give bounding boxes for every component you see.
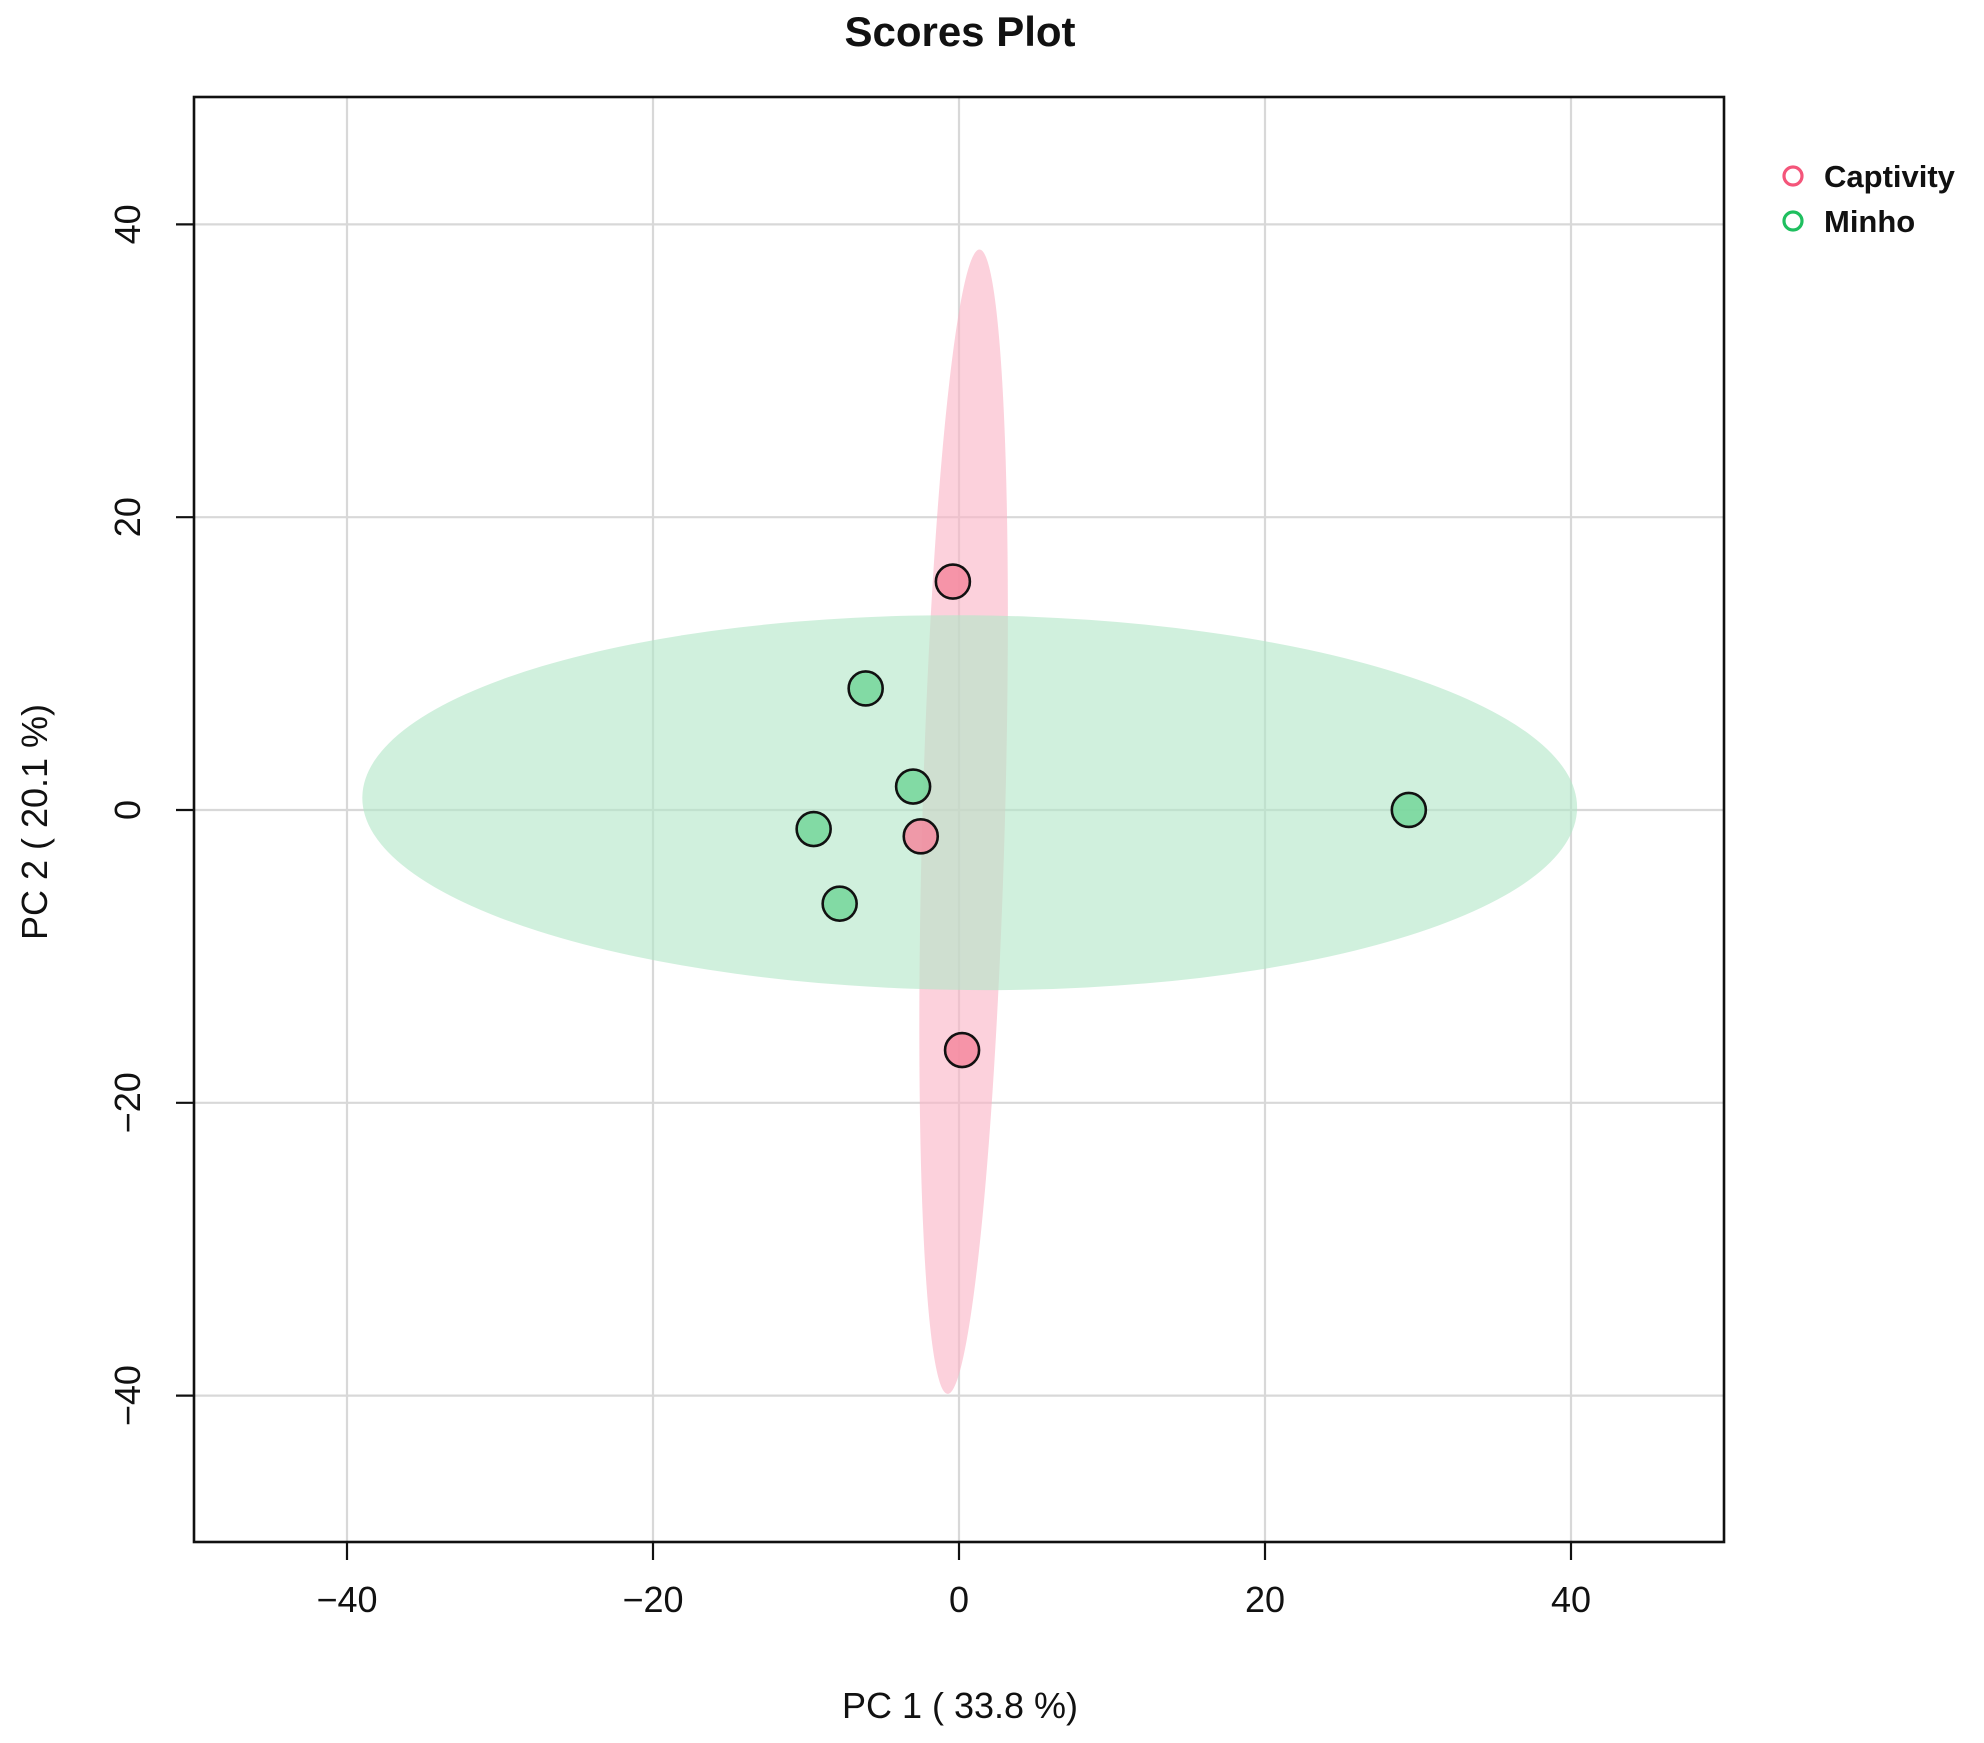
point-captivity-0 [934, 563, 972, 600]
point-minho-0 [847, 670, 884, 707]
chart-title: Scores Plot [844, 8, 1075, 55]
y-tick-label-3: −20 [107, 1072, 148, 1133]
point-captivity-1 [902, 818, 940, 855]
y-tick-label-2: 0 [107, 800, 148, 820]
x-tick-label-1: −20 [622, 1579, 683, 1620]
y-axis-label: PC 2 ( 20.1 %) [14, 704, 55, 940]
score-points [795, 563, 1428, 1069]
y-axis-ticks: 40 20 0 −20 −40 [107, 204, 194, 1426]
point-minho-2 [795, 810, 832, 848]
point-captivity-2 [943, 1031, 981, 1069]
ellipse-minho [362, 615, 1578, 991]
confidence-ellipses [362, 249, 1578, 1394]
legend-label-minho: Minho [1824, 204, 1915, 239]
point-minho-3 [821, 885, 858, 922]
x-tick-label-2: 0 [949, 1579, 969, 1620]
legend-marker-captivity [1782, 165, 1804, 187]
x-tick-label-4: 40 [1551, 1579, 1591, 1620]
legend-label-captivity: Captivity [1824, 159, 1956, 194]
x-tick-label-3: 20 [1245, 1579, 1285, 1620]
x-tick-label-0: −40 [316, 1579, 377, 1620]
point-minho-4 [1390, 791, 1428, 829]
point-minho-1 [894, 768, 932, 805]
y-tick-label-1: 20 [107, 497, 148, 537]
legend-marker-minho [1782, 210, 1804, 232]
x-axis-label: PC 1 ( 33.8 %) [842, 1685, 1078, 1726]
x-axis-ticks: −40 −20 0 20 40 [316, 1542, 1591, 1620]
legend: Captivity Minho [1782, 159, 1956, 239]
y-tick-label-4: −40 [107, 1365, 148, 1426]
y-tick-label-0: 40 [107, 204, 148, 244]
